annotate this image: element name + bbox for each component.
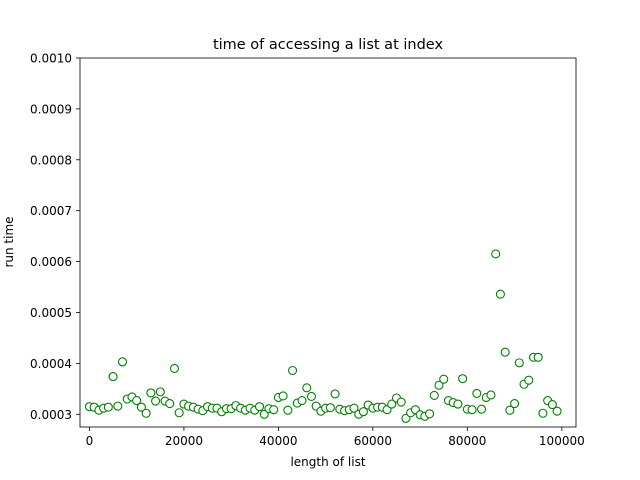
data-point [306,391,317,402]
data-point [458,374,468,384]
data-point [113,401,123,411]
x-tick-label: 60000 [354,434,392,448]
data-point [297,395,307,406]
x-tick-label: 40000 [259,434,297,448]
data-point [151,396,161,406]
data-point [132,395,142,406]
x-tick-label: 100000 [539,434,585,448]
data-point [425,409,435,419]
data-point [302,383,312,393]
data-point [533,352,543,362]
data-point [500,347,510,357]
data-point [524,375,534,385]
data-point [283,405,293,415]
plot-area [80,58,576,427]
data-point [476,404,487,414]
data-point [453,399,463,409]
x-axis-ticks: 0 20000 40000 60000 80000 100000 [86,427,585,448]
data-point [146,388,156,398]
x-axis-label: length of list [290,455,365,469]
data-point [514,358,524,368]
y-axis-label: run time [2,216,16,267]
data-point [505,405,515,415]
data-point [491,249,501,259]
data-point [472,388,482,398]
data-point [387,399,397,409]
y-tick-label: 0.0007 [30,204,72,218]
data-point [486,390,496,400]
data-point [136,402,146,412]
plot-frame [79,57,577,428]
data-point [288,365,298,376]
data-point [434,380,444,390]
y-tick-label: 0.0003 [30,408,72,422]
data-point [117,357,128,367]
data-point [169,363,180,374]
data-point [269,405,279,415]
data-points [84,249,562,423]
y-tick-label: 0.0005 [30,306,72,320]
data-point [155,387,165,397]
data-point [278,391,288,401]
x-tick-label: 0 [86,434,94,448]
y-tick-label: 0.0010 [30,52,72,66]
data-point [439,374,449,384]
data-point [538,408,548,418]
data-point [396,397,406,407]
data-point [165,399,175,409]
x-tick-label: 80000 [448,434,486,448]
x-tick-label: 20000 [165,434,203,448]
y-axis-ticks: 0.0003 0.0004 0.0005 0.0006 0.0007 0.0008 0.00… [30,52,80,422]
data-point [467,405,477,415]
data-point [547,400,557,410]
y-tick-label: 0.0006 [30,255,72,269]
data-point [103,402,113,412]
chart-title: time of accessing a list at index [213,37,444,53]
data-point [108,372,118,382]
data-point [358,407,368,417]
y-tick-label: 0.0004 [30,357,72,371]
data-point [349,403,359,413]
y-tick-label: 0.0008 [30,153,72,167]
data-point [552,406,562,416]
data-point [254,402,265,412]
y-tick-label: 0.0009 [30,102,72,116]
data-point [325,403,335,413]
data-point [510,399,520,409]
data-point [141,408,151,418]
data-point [495,289,505,299]
data-point [330,389,340,399]
data-point [429,390,439,400]
data-point [174,408,184,418]
